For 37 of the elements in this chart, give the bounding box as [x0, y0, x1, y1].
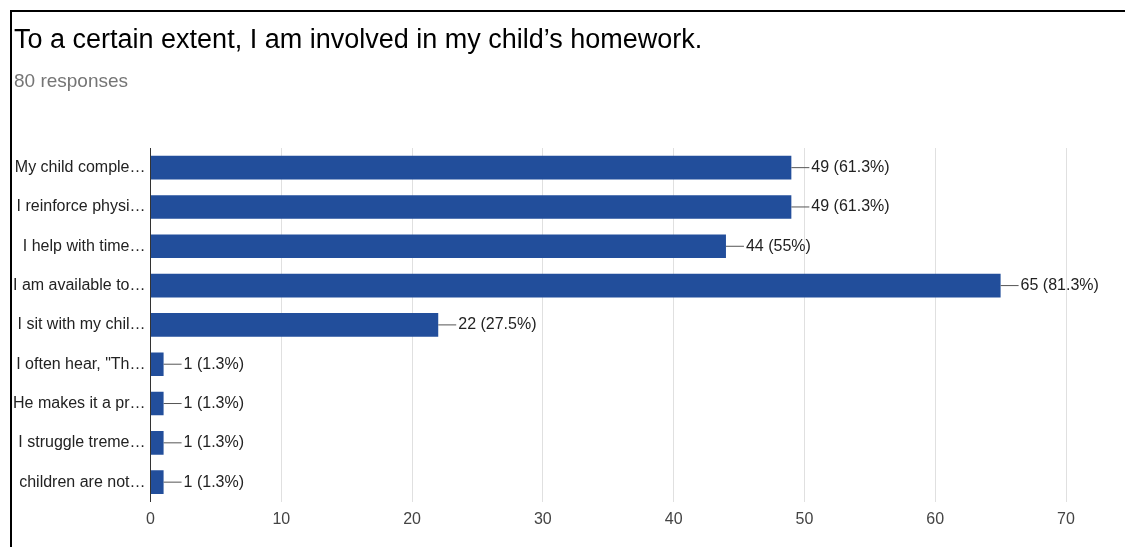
- data-label: 1 (1.3%): [183, 472, 245, 490]
- bar: [151, 195, 792, 219]
- bar: [151, 352, 164, 376]
- y-tick-label: He makes it a pr…: [13, 393, 146, 411]
- x-tick-label: 30: [533, 509, 552, 527]
- data-label: 44 (55%): [745, 236, 811, 254]
- y-tick-label: I am available to…: [12, 276, 146, 293]
- bar: [151, 273, 1001, 298]
- y-tick-label: I sit with my chil…: [17, 315, 146, 333]
- data-label: 49 (61.3%): [811, 158, 890, 176]
- data-label: 65 (81.3%): [1020, 276, 1099, 293]
- bar: [151, 470, 164, 494]
- data-label: 49 (61.3%): [811, 197, 890, 215]
- data-label: 1 (1.3%): [183, 354, 245, 372]
- x-tick-label: 50: [795, 509, 814, 527]
- x-tick-label: 60: [926, 509, 945, 527]
- data-label: 22 (27.5%): [458, 315, 537, 333]
- x-tick-label: 40: [664, 509, 683, 527]
- bar: [151, 391, 164, 416]
- y-tick-label: I often hear, "Th…: [16, 354, 146, 372]
- y-tick-label: I help with time…: [22, 236, 146, 254]
- data-label: 1 (1.3%): [183, 393, 245, 411]
- bar: [151, 234, 726, 259]
- bar: [151, 155, 792, 180]
- y-tick-label: I reinforce physi…: [16, 197, 146, 215]
- data-label: 1 (1.3%): [183, 433, 245, 451]
- x-tick-label: 20: [403, 509, 422, 527]
- x-tick-label: 0: [146, 509, 156, 527]
- x-tick-label: 10: [272, 509, 291, 527]
- chart-subtitle: 80 responses: [14, 70, 129, 92]
- chart-title: To a certain extent, I am involved in my child’s homework.: [14, 24, 703, 55]
- bar: [151, 313, 439, 337]
- y-tick-label: children are not…: [19, 472, 146, 490]
- y-tick-label: My child comple…: [14, 158, 146, 176]
- x-tick-label: 70: [1057, 509, 1075, 527]
- y-tick-label: I struggle treme…: [18, 433, 146, 451]
- bar: [151, 431, 164, 455]
